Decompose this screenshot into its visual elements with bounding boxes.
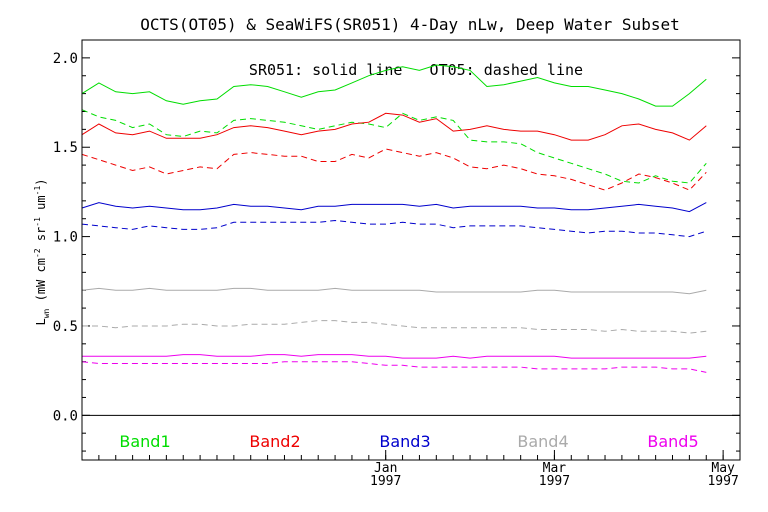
x-tick-label-month: Jan — [374, 461, 397, 476]
legend-entry-band1: Band1 — [119, 432, 170, 451]
y-axis-label-exp3: -1 — [33, 186, 42, 196]
x-tick-label-month: Mar — [543, 461, 567, 476]
y-axis-label-main: L — [34, 318, 48, 325]
y-axis-label-exp1: -2 — [33, 248, 42, 258]
series-line-band4-sr051 — [81, 287, 707, 295]
y-axis-label-mid2: um — [34, 195, 48, 217]
series-line-band3-ot05 — [81, 219, 707, 238]
legend-entry-band2: Band2 — [249, 432, 300, 451]
series-line-band1-ot05 — [81, 109, 707, 184]
y-tick-label: 1.0 — [53, 230, 78, 246]
legend-entry-band5: Band5 — [647, 432, 698, 451]
y-axis-label-end: ) — [34, 179, 48, 186]
y-tick-label: 0.0 — [53, 408, 78, 424]
y-axis-label-units-start: (mW cm — [34, 258, 48, 301]
series-line-band2-sr051 — [81, 112, 707, 141]
series-line-band3-sr051 — [81, 202, 707, 213]
series-line-band1-sr051 — [81, 64, 707, 107]
legend: Band1 Band2 Band3 Band4 Band5 — [119, 432, 698, 451]
series-line-band4-ot05 — [82, 320, 707, 334]
plot-frame — [81, 39, 741, 461]
y-axis-tick-labels: 0.0 0.5 1.0 1.5 2.0 — [53, 51, 78, 424]
y-tick-label: 0.5 — [53, 319, 78, 335]
series-line-band5-sr051 — [82, 354, 707, 359]
y-axis-label-mid: sr — [34, 227, 48, 249]
chart-title: OCTS(OT05) & SeaWiFS(SR051) 4-Day nLw, D… — [140, 15, 679, 34]
y-tick-label: 2.0 — [53, 51, 78, 67]
y-axis-label-sub: wn — [42, 308, 51, 318]
x-tick-label-year: 1997 — [370, 474, 401, 489]
x-tick-label-year: 1997 — [539, 474, 570, 489]
series-line-band5-ot05 — [81, 361, 707, 373]
series-line-band2-ot05 — [81, 148, 707, 191]
x-axis-ticks — [81, 450, 724, 460]
y-axis-label-units — [34, 301, 48, 308]
series-lines — [81, 64, 707, 373]
x-tick-label-year: 1997 — [707, 474, 738, 489]
y-tick-label: 1.5 — [53, 140, 78, 156]
legend-entry-band3: Band3 — [379, 432, 430, 451]
y-axis-label: Lwn (mW cm-2 sr-1 um-1) — [33, 179, 51, 326]
x-tick-label-month: May — [711, 461, 735, 476]
y-axis-label-exp2: -1 — [33, 217, 42, 227]
legend-entry-band4: Band4 — [517, 432, 568, 451]
